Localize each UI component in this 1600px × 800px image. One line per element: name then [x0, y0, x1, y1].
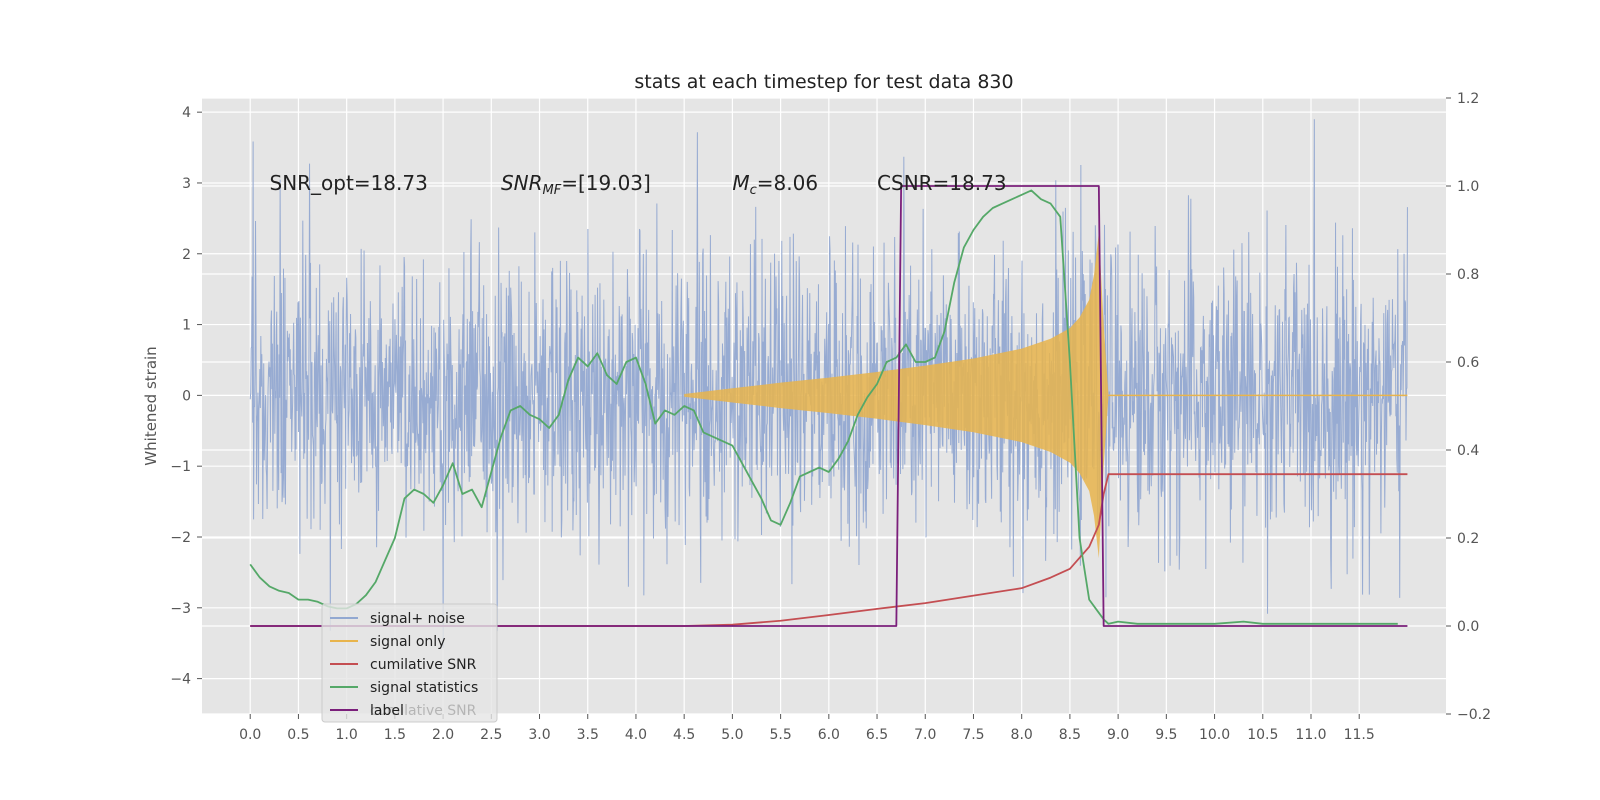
signal-only-fill [684, 232, 1109, 559]
x-tick-label: 6.5 [866, 727, 888, 743]
x-tick-label: 2.5 [480, 727, 502, 743]
x-tick-label: 0.0 [239, 727, 261, 743]
series-line-signal-statistics [249, 189, 1398, 625]
x-tick-label: 0.5 [287, 727, 309, 743]
annotation-part: MF [543, 183, 562, 198]
x-tick-label: 1.0 [336, 727, 358, 743]
legend-label: label [370, 703, 404, 719]
axis-ticks: 0.0 0.5 1.0 1.5 2.0 2.5 3.0 3.5 4.0 4.5 5.0 5.5 6.0 6… [170, 91, 1491, 743]
legend-ghost-text: cumilative SNR [370, 703, 477, 719]
legend-label: signal+ noise [370, 611, 465, 627]
annotation-part: =8.06 [757, 171, 818, 195]
y-axis-label: Whitened strain [142, 346, 160, 465]
annotation: SNRMF=[19.03] [501, 171, 651, 198]
annotation-part: c [750, 183, 757, 198]
x-tick-label: 3.5 [577, 727, 599, 743]
y2-tick-label: 0.8 [1457, 267, 1479, 283]
y-tick-label: −4 [170, 672, 191, 688]
y-tick-label: 3 [182, 176, 191, 192]
x-tick-label: 5.0 [721, 727, 743, 743]
y-tick-label: 0 [182, 388, 191, 404]
x-tick-label: 4.0 [625, 727, 647, 743]
legend: cumilative SNR signal+ noise signal only cu… [321, 603, 498, 723]
annotation-part: SNR [501, 171, 543, 195]
x-tick-label: 11.5 [1344, 727, 1375, 743]
y2-tick-label: 0.0 [1457, 619, 1479, 635]
legend-box [321, 603, 498, 723]
annotation: CSNR=18.73 [877, 171, 1007, 195]
series-line-label [250, 185, 1408, 627]
x-tick-label: 3.0 [528, 727, 550, 743]
x-tick-label: 8.0 [1011, 727, 1033, 743]
y-tick-label: −2 [170, 530, 191, 546]
series-signal-only [684, 232, 1408, 559]
x-tick-label: 5.5 [769, 727, 791, 743]
annotation-part: SNR_opt=18.73 [270, 171, 428, 195]
annotation-part: =[19.03] [561, 171, 651, 195]
y2-tick-label: 1.0 [1457, 179, 1479, 195]
y2-tick-label: 0.4 [1457, 443, 1479, 459]
annotations: SNR_opt=18.73 SNRMF=[19.03] Mc=8.06 CSNR=18… [270, 171, 1007, 198]
series-line-cumilative-snr [250, 473, 1408, 627]
y-tick-label: 2 [182, 247, 191, 263]
chart-title: stats at each timestep for test data 830 [634, 71, 1013, 93]
series-lines [249, 185, 1408, 627]
legend-label: signal statistics [370, 680, 478, 696]
y2-tick-label: 1.2 [1457, 91, 1479, 107]
x-tick-label: 7.5 [962, 727, 984, 743]
legend-label: cumilative SNR [370, 657, 477, 673]
x-tick-label: 8.5 [1059, 727, 1081, 743]
y-tick-label: 4 [182, 105, 191, 121]
x-tick-label: 9.5 [1155, 727, 1177, 743]
y-tick-label: 1 [182, 318, 191, 334]
x-tick-label: 2.0 [432, 727, 454, 743]
x-tick-label: 6.0 [818, 727, 840, 743]
y2-tick-label: 0.2 [1457, 531, 1479, 547]
x-tick-label: 10.5 [1247, 727, 1278, 743]
y2-tick-label: −0.2 [1457, 707, 1491, 723]
x-tick-label: 7.0 [914, 727, 936, 743]
annotation-part: M [732, 171, 749, 195]
y-tick-label: −1 [170, 459, 191, 475]
x-tick-label: 10.0 [1199, 727, 1230, 743]
legend-label: signal only [370, 634, 445, 650]
annotation-part: CSNR=18.73 [877, 171, 1007, 195]
y2-tick-label: 0.6 [1457, 355, 1479, 371]
x-tick-label: 11.0 [1295, 727, 1326, 743]
annotation: SNR_opt=18.73 [270, 171, 428, 195]
x-tick-label: 9.0 [1107, 727, 1129, 743]
annotation: Mc=8.06 [732, 171, 818, 198]
x-tick-label: 1.5 [384, 727, 406, 743]
x-tick-label: 4.5 [673, 727, 695, 743]
y-tick-label: −3 [170, 601, 191, 617]
